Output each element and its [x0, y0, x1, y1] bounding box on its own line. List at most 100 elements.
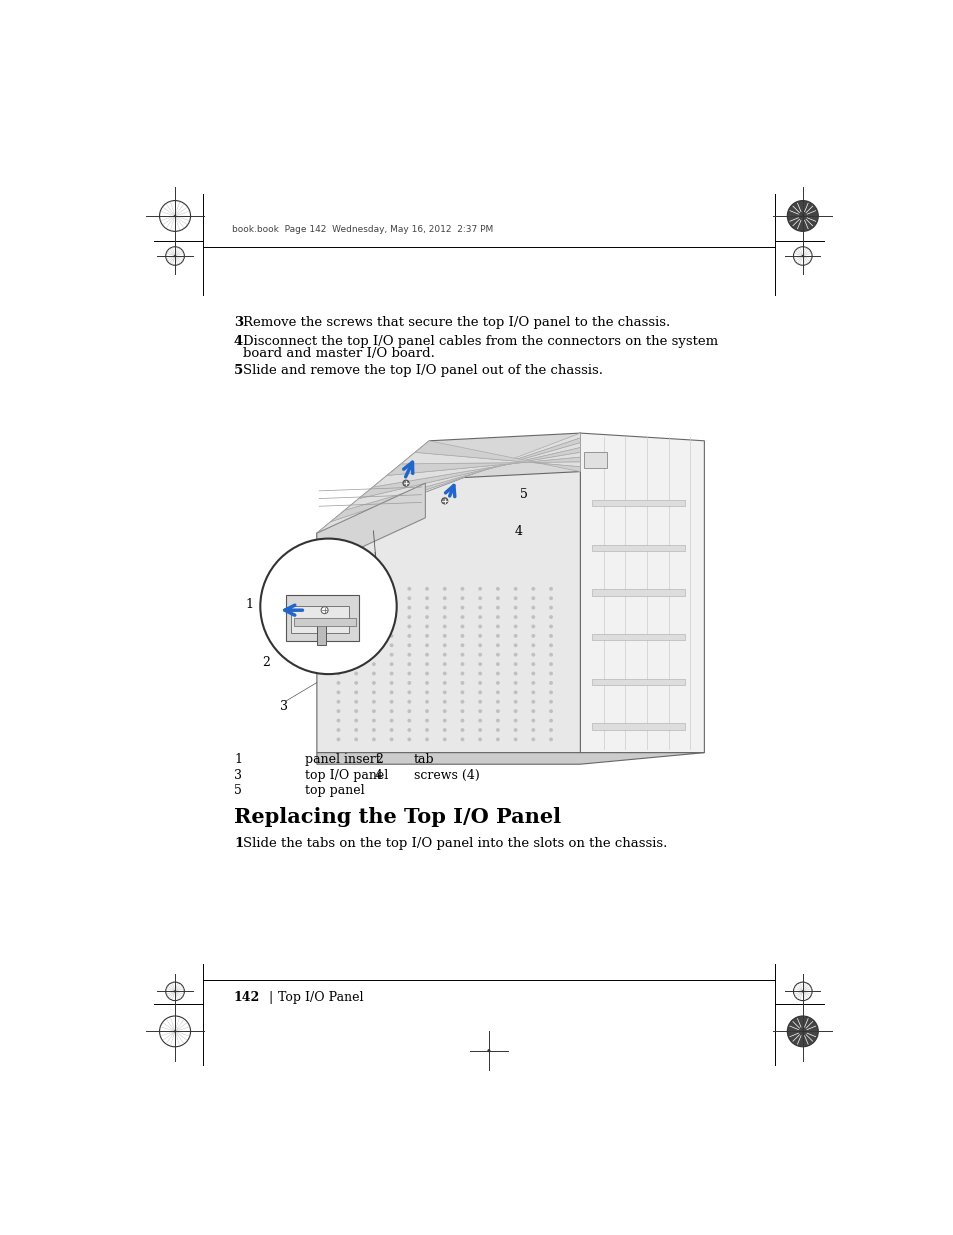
Text: 3: 3 [280, 700, 288, 713]
Circle shape [336, 653, 340, 657]
Circle shape [354, 662, 357, 666]
Circle shape [442, 700, 446, 704]
Circle shape [372, 729, 375, 732]
Circle shape [549, 643, 553, 647]
Circle shape [477, 729, 481, 732]
Circle shape [425, 605, 429, 610]
Polygon shape [316, 483, 425, 568]
Circle shape [407, 605, 411, 610]
Circle shape [460, 680, 464, 685]
Circle shape [336, 709, 340, 713]
Circle shape [173, 990, 176, 993]
Circle shape [372, 634, 375, 637]
Circle shape [336, 625, 340, 629]
Text: 2: 2 [375, 753, 382, 767]
Text: 1: 1 [245, 598, 253, 610]
Text: 2: 2 [262, 656, 271, 669]
Circle shape [407, 719, 411, 722]
Circle shape [531, 662, 535, 666]
Circle shape [407, 643, 411, 647]
Circle shape [173, 1030, 176, 1032]
Circle shape [425, 737, 429, 741]
Circle shape [801, 254, 803, 257]
Polygon shape [579, 433, 703, 752]
Circle shape [531, 625, 535, 629]
Circle shape [460, 634, 464, 637]
Text: top panel: top panel [305, 784, 364, 798]
Circle shape [549, 719, 553, 722]
Circle shape [549, 587, 553, 590]
Text: book.book  Page 142  Wednesday, May 16, 2012  2:37 PM: book.book Page 142 Wednesday, May 16, 20… [232, 225, 493, 233]
Bar [592, 634, 684, 640]
Circle shape [549, 729, 553, 732]
Circle shape [166, 982, 184, 1000]
Circle shape [425, 597, 429, 600]
Circle shape [442, 672, 446, 676]
Circle shape [442, 615, 446, 619]
Circle shape [159, 1016, 191, 1047]
Circle shape [513, 662, 517, 666]
Circle shape [354, 672, 357, 676]
Circle shape [460, 662, 464, 666]
Circle shape [372, 587, 375, 590]
Circle shape [407, 729, 411, 732]
Circle shape [389, 737, 394, 741]
Circle shape [549, 634, 553, 637]
Circle shape [442, 662, 446, 666]
Circle shape [460, 597, 464, 600]
Circle shape [442, 680, 446, 685]
Bar [316, 624, 326, 645]
Bar [583, 452, 607, 468]
Circle shape [460, 672, 464, 676]
Polygon shape [415, 441, 579, 472]
Circle shape [477, 643, 481, 647]
Polygon shape [345, 442, 579, 510]
Circle shape [460, 643, 464, 647]
Polygon shape [358, 447, 579, 499]
Circle shape [513, 643, 517, 647]
Circle shape [425, 719, 429, 722]
Circle shape [531, 729, 535, 732]
Circle shape [801, 215, 803, 217]
Circle shape [336, 737, 340, 741]
Circle shape [407, 625, 411, 629]
Circle shape [460, 737, 464, 741]
Circle shape [336, 597, 340, 600]
Text: board and master I/O board.: board and master I/O board. [243, 347, 435, 359]
Circle shape [407, 662, 411, 666]
Circle shape [425, 672, 429, 676]
Circle shape [513, 597, 517, 600]
Circle shape [442, 690, 446, 694]
Circle shape [354, 587, 357, 590]
Circle shape [549, 662, 553, 666]
Circle shape [496, 719, 499, 722]
Circle shape [549, 700, 553, 704]
Circle shape [372, 643, 375, 647]
Circle shape [389, 587, 394, 590]
Circle shape [513, 672, 517, 676]
Circle shape [549, 672, 553, 676]
Circle shape [354, 634, 357, 637]
Circle shape [354, 653, 357, 657]
Circle shape [321, 606, 328, 614]
Circle shape [801, 1030, 803, 1032]
Circle shape [786, 200, 818, 231]
Circle shape [336, 643, 340, 647]
Circle shape [460, 605, 464, 610]
Circle shape [513, 709, 517, 713]
Circle shape [531, 634, 535, 637]
Text: Top I/O Panel: Top I/O Panel [278, 990, 363, 1004]
Circle shape [442, 625, 446, 629]
Circle shape [336, 605, 340, 610]
Circle shape [487, 1049, 490, 1052]
Circle shape [425, 587, 429, 590]
Circle shape [460, 653, 464, 657]
Circle shape [354, 615, 357, 619]
Circle shape [425, 662, 429, 666]
Polygon shape [316, 433, 579, 752]
Circle shape [496, 700, 499, 704]
Text: Slide and remove the top I/O panel out of the chassis.: Slide and remove the top I/O panel out o… [243, 364, 602, 377]
Circle shape [407, 597, 411, 600]
Circle shape [460, 615, 464, 619]
Circle shape [336, 662, 340, 666]
